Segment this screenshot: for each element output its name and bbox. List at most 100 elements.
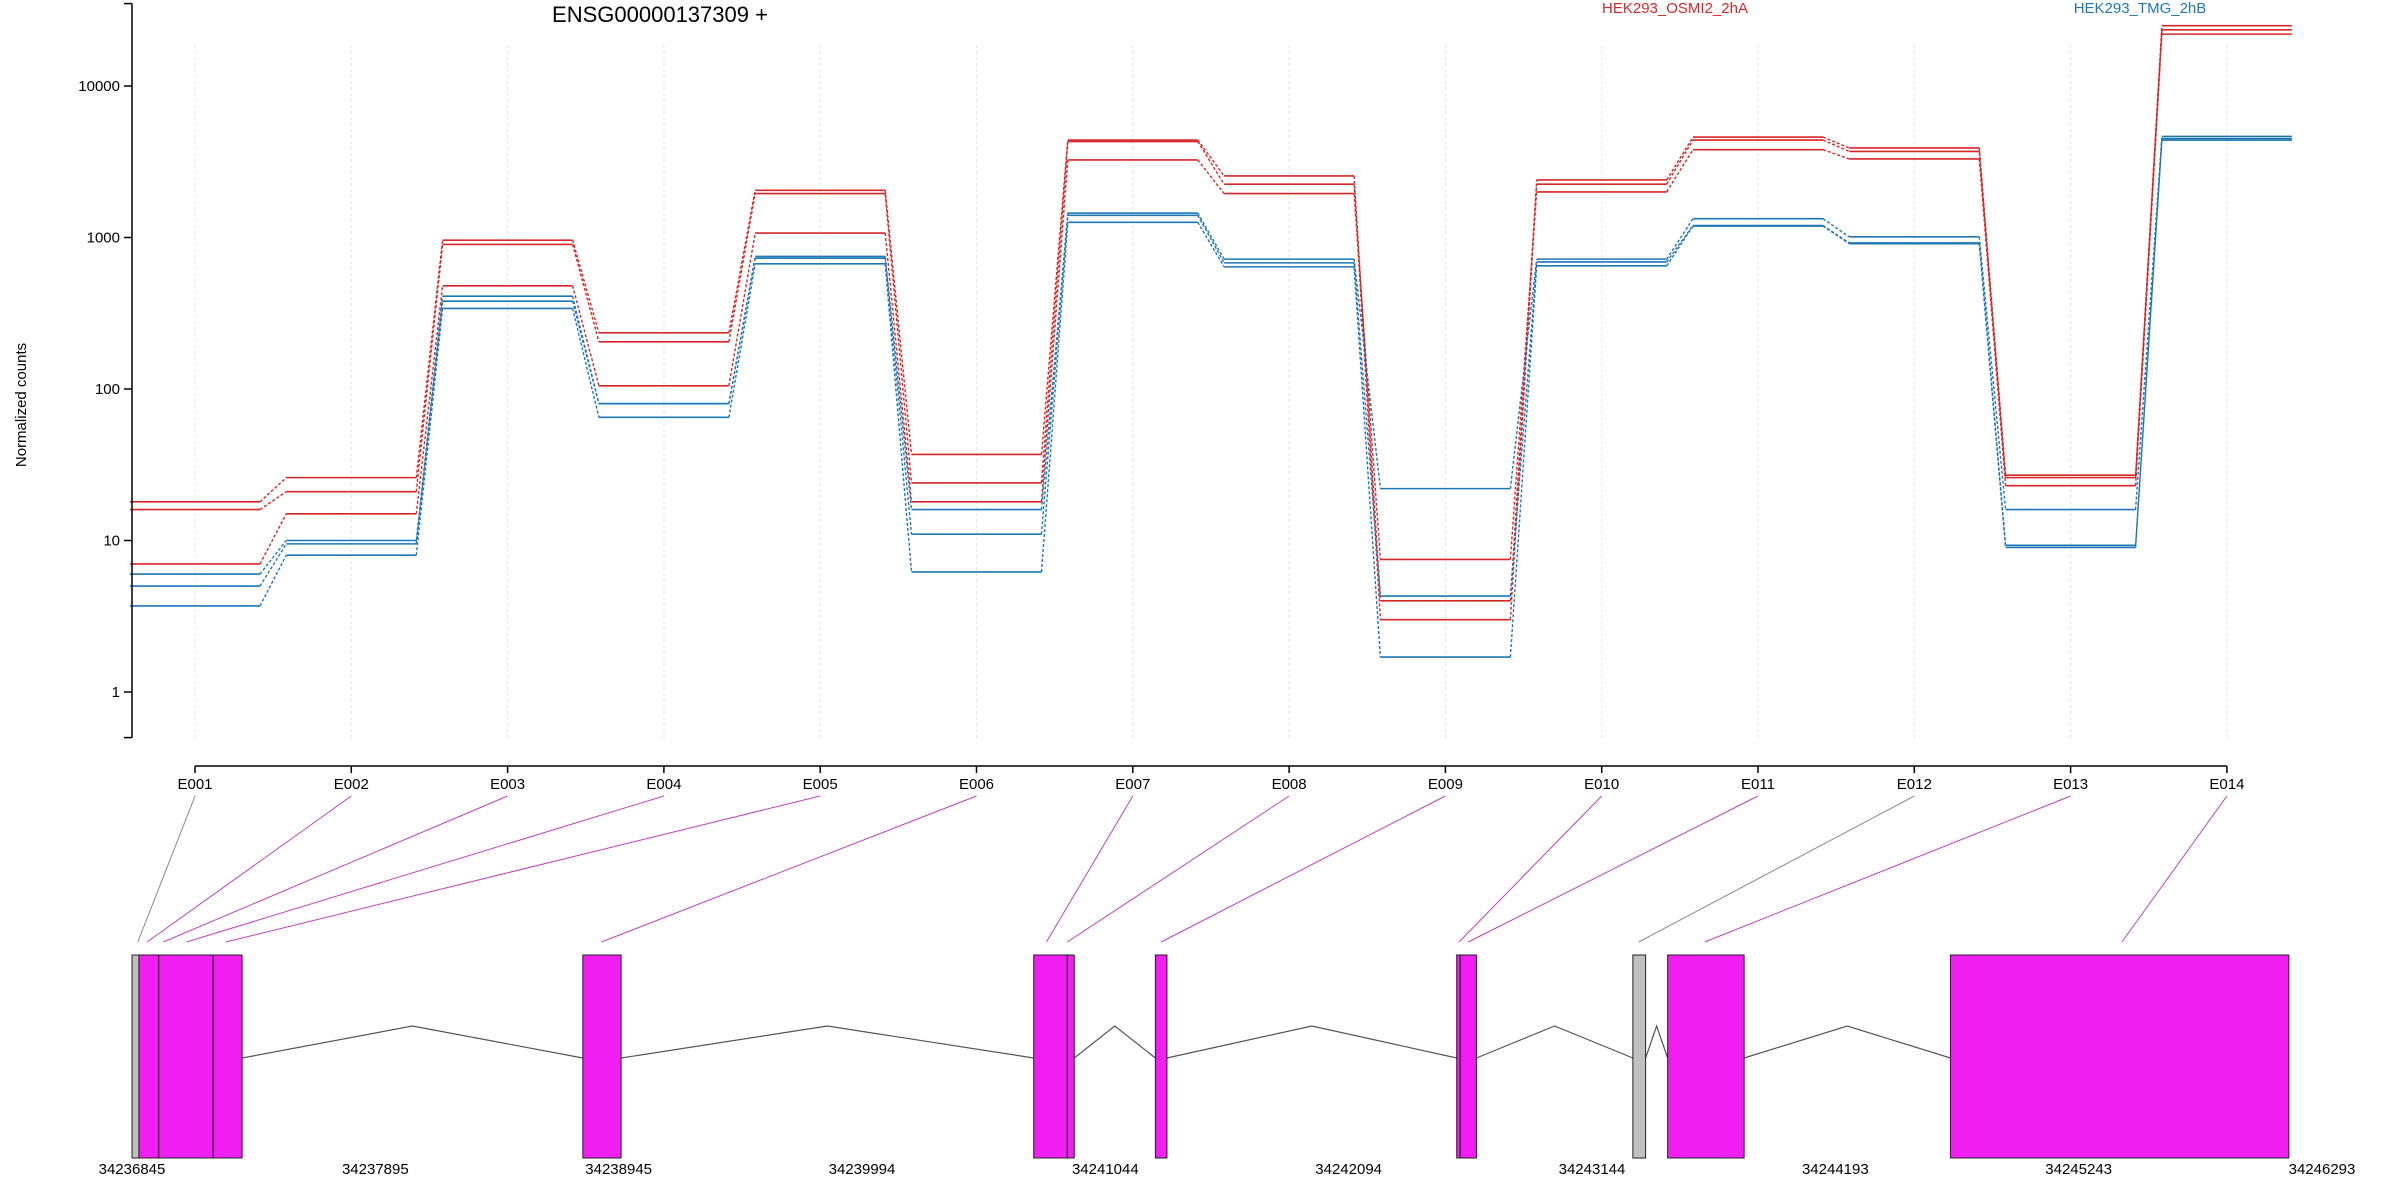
genome-coordinate-label: 34237895 (342, 1161, 409, 1178)
exon-connector (1197, 141, 1225, 185)
exon-connector (1197, 159, 1225, 194)
exon-connector (1509, 261, 1538, 597)
exon-connector (1353, 259, 1382, 489)
x-tick-label: E001 (177, 776, 212, 793)
exon-connector (884, 190, 913, 455)
exon-connector (1040, 159, 1069, 502)
exon-connector (571, 244, 600, 342)
exon-connector (259, 554, 287, 607)
grid (194, 45, 2228, 740)
exon-connector (1040, 141, 1069, 483)
exon-link-line (137, 795, 196, 943)
y-tick-label: 100 (95, 381, 120, 398)
exon-link-line (2121, 795, 2228, 943)
exon-connector (728, 263, 756, 418)
intron-line (241, 1025, 583, 1059)
exon-connector (571, 300, 600, 404)
exon-connector (2134, 34, 2163, 486)
intron-line (1476, 1025, 1634, 1059)
exon-block (1033, 954, 1075, 1159)
genome-coordinate-label: 34243144 (1559, 1161, 1626, 1178)
genome-coordinate-label: 34241044 (1072, 1161, 1139, 1178)
exon-block (138, 954, 243, 1159)
exon-connector (884, 193, 913, 483)
exon-block (131, 954, 140, 1159)
series-line (130, 135, 2292, 575)
x-tick-label: E003 (490, 776, 525, 793)
exon-link-line (163, 795, 508, 943)
exon-connector (1353, 266, 1382, 658)
exon-connector (728, 190, 756, 333)
exon-connector (1978, 243, 2007, 548)
legend-entry-osmi2: HEK293_OSMI2_2hA (1602, 0, 1748, 17)
exon-connector (1197, 212, 1225, 260)
exon-connector (259, 543, 287, 587)
series-line (130, 137, 2292, 597)
y-tick-label: 1 (112, 684, 120, 701)
exon-connector (728, 193, 756, 342)
exon-block (582, 954, 622, 1159)
exon-link-line (1046, 795, 1134, 943)
exon-connector (1197, 221, 1225, 268)
intron-line (620, 1025, 1034, 1059)
exon-connector (1822, 139, 1850, 153)
x-tick-label: E005 (803, 776, 838, 793)
exon-link-line (1160, 795, 1446, 943)
exon-connector (415, 244, 444, 492)
chart-title: ENSG00000137309 + (552, 2, 768, 27)
x-tick-label: E014 (2209, 776, 2244, 793)
genome-coordinate-label: 34242094 (1315, 1161, 1382, 1178)
exon-connector (1353, 184, 1382, 620)
exon-connector (884, 232, 913, 502)
exon-connector (1666, 218, 1694, 260)
intron-line (1743, 1025, 1951, 1059)
exon-link-line (1638, 795, 1915, 943)
genome-coordinate-label: 34245243 (2045, 1161, 2112, 1178)
y-tick-label: 1000 (87, 230, 120, 247)
exon-connector (259, 540, 287, 575)
exon-connector (1666, 225, 1694, 267)
exon-connector (884, 263, 913, 573)
intron-line (1166, 1025, 1457, 1059)
x-tick-label: E013 (2053, 776, 2088, 793)
genome-coordinate-label: 34238945 (585, 1161, 652, 1178)
exon-block (1949, 954, 2290, 1159)
exon-connector (1509, 191, 1538, 560)
exon-connector (728, 232, 756, 386)
exon-connector (1509, 265, 1538, 658)
series-lines (130, 24, 2292, 658)
exon-connector (1822, 149, 1850, 160)
exon-connector (415, 301, 444, 544)
exon-connector (1822, 225, 1850, 245)
genome-coordinate-label: 34236845 (99, 1161, 166, 1178)
exon-link-line (601, 795, 977, 943)
exon-connector (1509, 259, 1538, 489)
genome-coordinate-label: 34246293 (2289, 1161, 2356, 1178)
series-line (130, 139, 2292, 658)
exon-connector (1666, 139, 1694, 185)
x-tick-label: E010 (1584, 776, 1619, 793)
exon-connector (415, 285, 444, 514)
exon-connector (1040, 222, 1069, 573)
exon-connector (1978, 236, 2007, 510)
exon-connector (1822, 218, 1850, 238)
x-tick-label: E007 (1115, 776, 1150, 793)
series-line (130, 24, 2292, 602)
exon-connector (571, 239, 600, 333)
exon-connector (728, 258, 756, 404)
exon-link-line (225, 795, 821, 943)
exon-connector (884, 258, 913, 535)
exon-connector (1666, 136, 1694, 181)
genome-coordinate-label: 34239994 (829, 1161, 896, 1178)
x-tick-label: E004 (646, 776, 681, 793)
x-tick-label: E008 (1272, 776, 1307, 793)
exon-connector (415, 308, 444, 556)
exon-link-line (1067, 795, 1290, 943)
exon-connector (1353, 193, 1382, 560)
y-tick-label: 10000 (78, 78, 120, 95)
genome-coordinate-label: 34244193 (1802, 1161, 1869, 1178)
exon-block (1667, 954, 1745, 1159)
exon-connector (259, 477, 287, 503)
series-line (130, 28, 2292, 621)
